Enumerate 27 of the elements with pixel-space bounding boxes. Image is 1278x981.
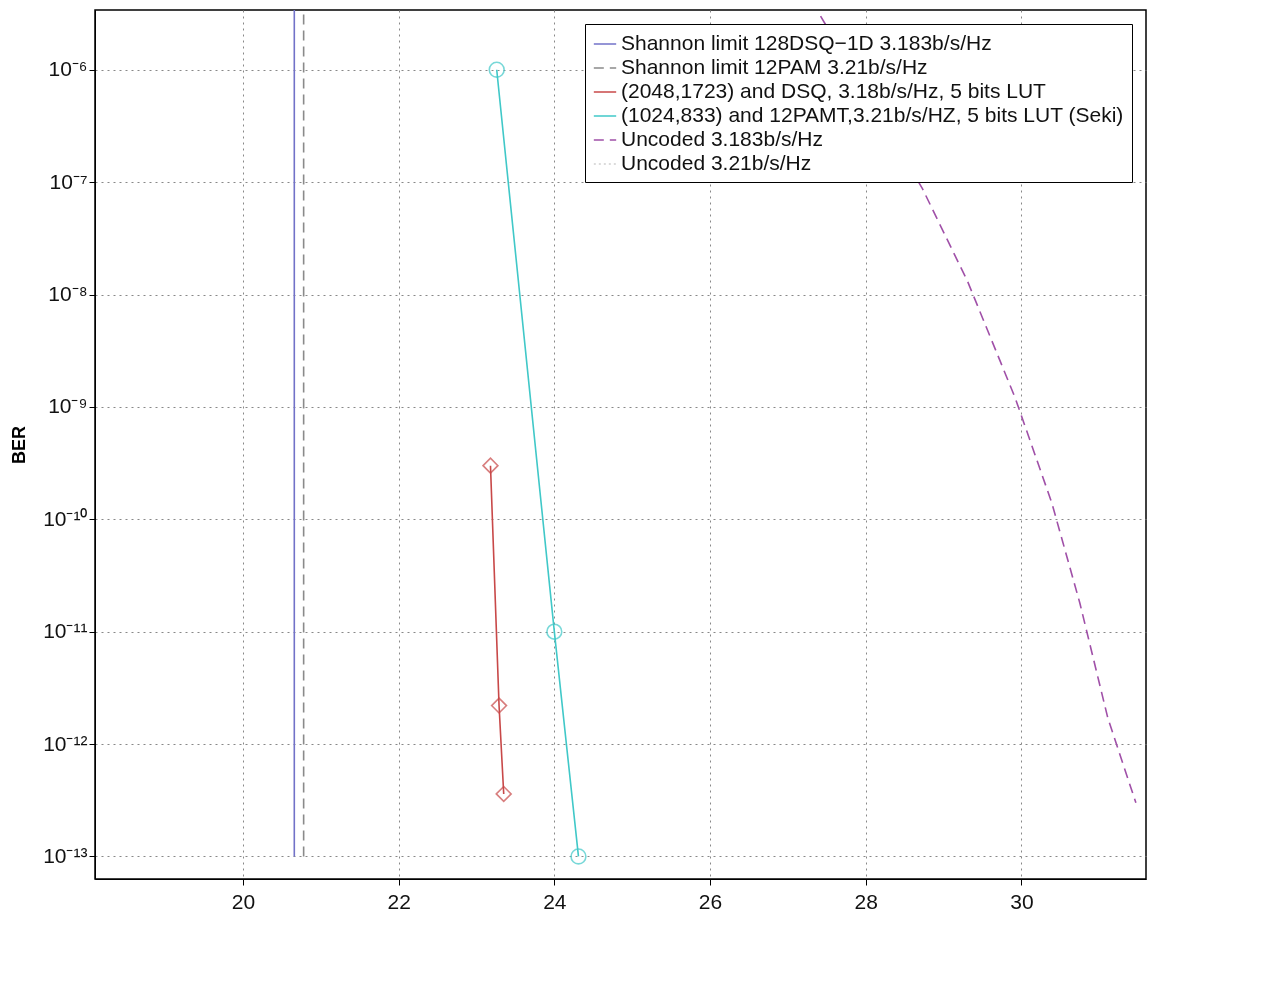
y-tick-label: 10⁻¹³ <box>43 843 88 867</box>
legend-label: Shannon limit 128DSQ−1D 3.183b/s/Hz <box>621 31 992 54</box>
legend-label: Shannon limit 12PAM 3.21b/s/Hz <box>621 55 928 78</box>
x-tick-label: 24 <box>543 889 567 913</box>
y-tick-label: 10⁻⁹ <box>48 394 88 418</box>
y-axis-title: BER <box>9 425 30 465</box>
y-tick-label: 10⁻¹² <box>43 731 88 755</box>
point <box>488 61 505 78</box>
legend-label: Uncoded 3.183b/s/Hz <box>621 127 823 150</box>
point <box>546 623 563 640</box>
x-tick-label: 26 <box>698 889 723 913</box>
point <box>570 848 587 865</box>
x-tick-label: 28 <box>854 889 878 913</box>
point <box>490 697 508 714</box>
y-tick-label: 10⁻¹⁰ <box>43 506 88 530</box>
x-tick-label: 30 <box>1010 889 1034 913</box>
x-tick-label: 20 <box>231 889 256 913</box>
legend-label: (2048,1723) and DSQ, 3.18b/s/Hz, 5 bits LUT <box>621 79 1047 102</box>
legend-label: (1024,833) and 12PAMT,3.21b/s/HZ, 5 bits LUT (Seki) <box>621 103 1124 126</box>
point <box>482 457 499 474</box>
point <box>495 785 512 803</box>
y-tick-label: 10⁻¹¹ <box>43 619 88 643</box>
y-tick-label: 10⁻⁷ <box>49 169 88 193</box>
y-tick-label: 10⁻⁸ <box>48 282 88 306</box>
x-tick-label: 22 <box>387 889 411 913</box>
y-tick-label: 10⁻⁶ <box>48 57 88 81</box>
legend-label: Uncoded 3.21b/s/Hz <box>621 151 812 174</box>
